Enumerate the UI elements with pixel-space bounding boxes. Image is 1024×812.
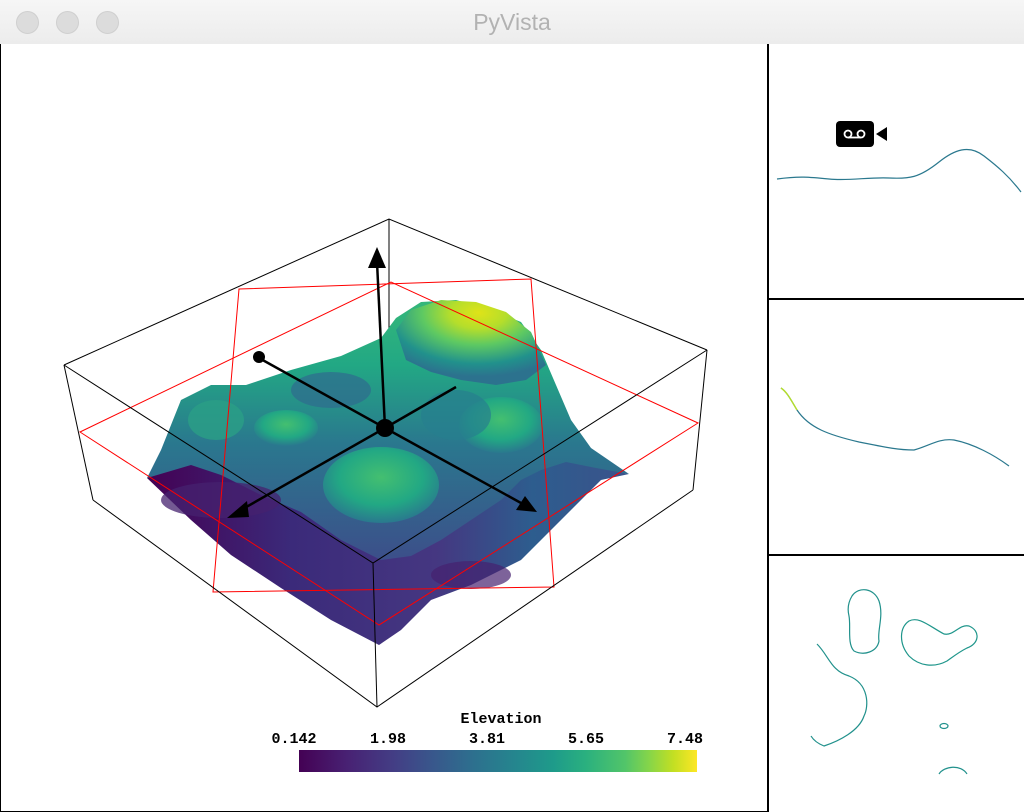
slice-planes bbox=[78, 278, 700, 626]
contour-plot bbox=[810, 589, 978, 775]
profile-plot-1 bbox=[776, 148, 1022, 193]
bounds-box-front bbox=[63, 349, 708, 708]
scalar-bar-tick: 0.142 bbox=[271, 731, 317, 748]
close-window-button[interactable] bbox=[16, 11, 39, 34]
scalar-bar-tick: 3.81 bbox=[468, 731, 505, 748]
axes-widget[interactable] bbox=[227, 247, 537, 518]
side-viewport-1[interactable] bbox=[767, 44, 1024, 300]
scalar-bar-tick: 7.48 bbox=[666, 731, 703, 748]
title-bar: PyVista bbox=[0, 0, 1024, 45]
side-viewport-2[interactable] bbox=[767, 300, 1024, 556]
window-title: PyVista bbox=[473, 9, 551, 35]
scalar-bar-tick: 5.65 bbox=[567, 731, 604, 748]
scalar-bar-colormap bbox=[299, 750, 697, 772]
zoom-window-button[interactable] bbox=[96, 11, 119, 34]
profile-plot-2 bbox=[780, 387, 1010, 467]
main-3d-viewport[interactable]: Elevation 0.142 1.98 3.81 5.65 7.48 bbox=[0, 44, 767, 812]
elevation-surface bbox=[147, 300, 629, 645]
scene-svg bbox=[63, 218, 708, 708]
side-viewport-3[interactable] bbox=[767, 556, 1024, 812]
bounds-box-back bbox=[63, 218, 708, 366]
camera-orientation-widget[interactable] bbox=[835, 120, 889, 148]
camera-icon bbox=[836, 121, 887, 147]
scalar-bar-tick: 1.98 bbox=[369, 731, 406, 748]
minimize-window-button[interactable] bbox=[56, 11, 79, 34]
scalar-bar-title: Elevation bbox=[460, 711, 542, 728]
